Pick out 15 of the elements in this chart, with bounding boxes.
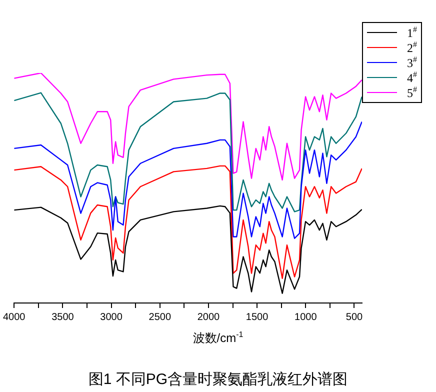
- legend-label: 3$^{#}$: [407, 54, 417, 70]
- x-tick-label: 500: [346, 312, 364, 323]
- legend-label: 2$^{#}$: [407, 40, 417, 56]
- x-tick-label: 3500: [52, 312, 74, 323]
- x-tick-label: 1000: [294, 312, 318, 323]
- x-tick-label: 4000: [3, 312, 26, 323]
- legend-label: 5$^{#}$: [407, 84, 417, 100]
- x-axis-title: 波数/cm$^{-1}$: [192, 330, 244, 347]
- x-tick-label: 2000: [197, 312, 220, 323]
- x-tick-label: 1500: [246, 312, 269, 323]
- x-tick-label: 2500: [148, 312, 172, 323]
- text: 图1 不同PG含量时聚氨酯乳液红外谱图: [87, 370, 349, 389]
- x-tick-label: 3000: [100, 312, 123, 323]
- legend-label: 1$^{#}$: [407, 24, 417, 40]
- legend-label: 4$^{#}$: [407, 70, 417, 86]
